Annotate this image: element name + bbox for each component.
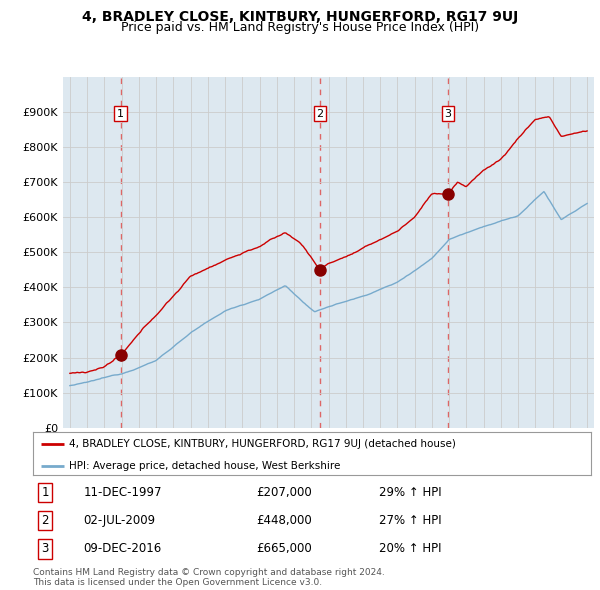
Text: £448,000: £448,000	[256, 514, 312, 527]
Text: 3: 3	[445, 109, 452, 119]
Text: £665,000: £665,000	[256, 542, 312, 555]
Text: Contains HM Land Registry data © Crown copyright and database right 2024.
This d: Contains HM Land Registry data © Crown c…	[33, 568, 385, 587]
Text: 02-JUL-2009: 02-JUL-2009	[83, 514, 155, 527]
Text: 20% ↑ HPI: 20% ↑ HPI	[379, 542, 442, 555]
Text: 29% ↑ HPI: 29% ↑ HPI	[379, 486, 442, 499]
Text: 3: 3	[41, 542, 49, 555]
Text: HPI: Average price, detached house, West Berkshire: HPI: Average price, detached house, West…	[69, 461, 341, 471]
Text: 1: 1	[41, 486, 49, 499]
Text: 11-DEC-1997: 11-DEC-1997	[83, 486, 162, 499]
Text: £207,000: £207,000	[256, 486, 312, 499]
Text: 27% ↑ HPI: 27% ↑ HPI	[379, 514, 442, 527]
Text: 2: 2	[41, 514, 49, 527]
Text: 4, BRADLEY CLOSE, KINTBURY, HUNGERFORD, RG17 9UJ (detached house): 4, BRADLEY CLOSE, KINTBURY, HUNGERFORD, …	[69, 440, 456, 450]
Text: 4, BRADLEY CLOSE, KINTBURY, HUNGERFORD, RG17 9UJ: 4, BRADLEY CLOSE, KINTBURY, HUNGERFORD, …	[82, 10, 518, 24]
Text: Price paid vs. HM Land Registry's House Price Index (HPI): Price paid vs. HM Land Registry's House …	[121, 21, 479, 34]
Text: 1: 1	[117, 109, 124, 119]
Text: 2: 2	[316, 109, 323, 119]
Text: 09-DEC-2016: 09-DEC-2016	[83, 542, 161, 555]
